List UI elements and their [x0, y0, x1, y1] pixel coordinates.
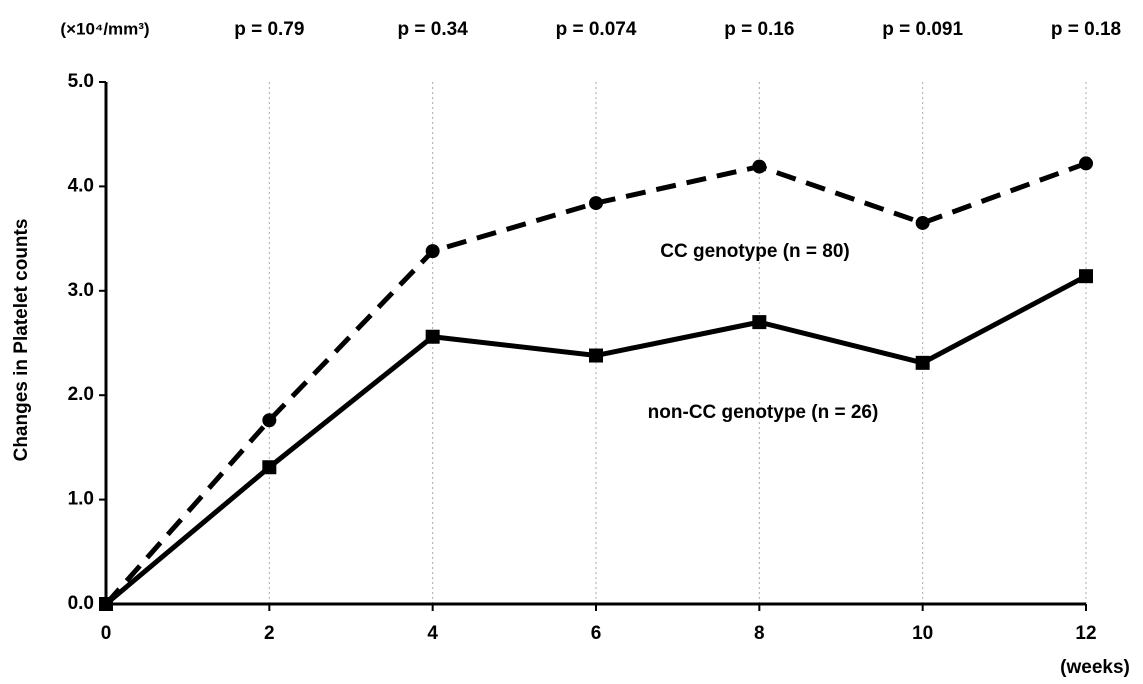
marker — [425, 244, 440, 259]
x-tick-label: 12 — [1075, 623, 1096, 644]
x-tick-label: 2 — [264, 623, 275, 644]
y-tick-label: 4.0 — [68, 175, 94, 196]
x-axis-label: (weeks) — [1060, 657, 1130, 678]
marker — [425, 329, 440, 344]
marker — [1079, 269, 1093, 284]
y-tick-label: 3.0 — [68, 280, 94, 301]
y-tick-label: 2.0 — [68, 384, 94, 405]
marker — [915, 215, 930, 230]
p-value: p = 0.091 — [882, 19, 963, 40]
y-unit: (×10⁴/mm³) — [60, 19, 149, 38]
y-axis-label: Changes in Platelet counts — [11, 219, 32, 462]
y-tick-label: 1.0 — [68, 489, 94, 510]
p-value: p = 0.074 — [556, 19, 637, 40]
x-tick-label: 6 — [591, 623, 602, 644]
x-tick-label: 4 — [427, 623, 438, 644]
marker — [589, 196, 603, 211]
y-tick-label: 0.0 — [68, 593, 94, 614]
marker — [589, 348, 603, 363]
marker — [1079, 156, 1093, 171]
marker — [752, 315, 767, 330]
marker — [262, 460, 277, 475]
p-value: p = 0.18 — [1051, 19, 1121, 40]
p-value: p = 0.34 — [398, 19, 469, 40]
x-tick-label: 10 — [912, 623, 933, 644]
series-label: non-CC genotype (n = 26) — [648, 402, 879, 423]
series-label: CC genotype (n = 80) — [660, 241, 850, 262]
x-tick-label: 0 — [101, 623, 112, 644]
p-value: p = 0.79 — [234, 19, 304, 40]
marker — [915, 355, 930, 370]
marker — [752, 159, 767, 174]
x-tick-label: 8 — [754, 623, 765, 644]
marker — [262, 413, 277, 428]
marker — [99, 597, 113, 611]
p-value: p = 0.16 — [724, 19, 794, 40]
y-tick-label: 5.0 — [68, 71, 94, 92]
